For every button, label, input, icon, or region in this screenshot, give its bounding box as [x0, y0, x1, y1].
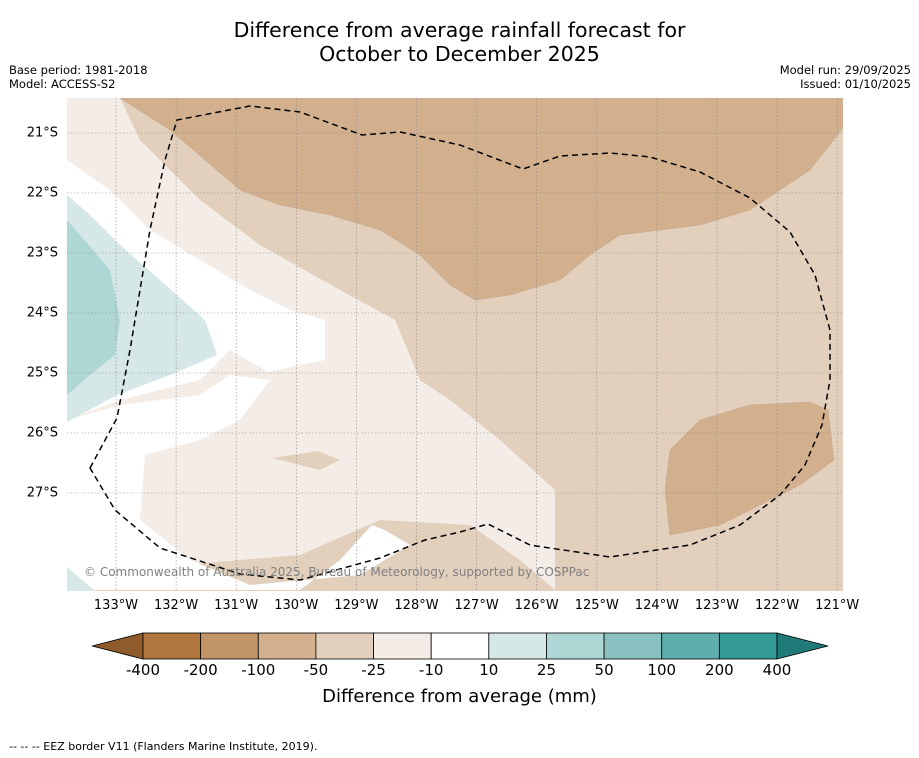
- latitude-label: 21°S: [26, 125, 58, 141]
- longitude-label: 131°W: [214, 598, 259, 613]
- latitude-label: 27°S: [26, 485, 58, 501]
- region-minus50-to-minus100-east: [665, 402, 834, 535]
- colorbar-tick-label: 25: [536, 661, 556, 679]
- colorbar-label: Difference from average (mm): [322, 686, 597, 707]
- region-10-to-25-corner: [67, 567, 95, 591]
- longitude-label: 125°W: [574, 598, 619, 613]
- latitude-label: 26°S: [26, 425, 58, 441]
- region-25-to-50: [67, 220, 120, 395]
- eez-border: [89, 105, 831, 581]
- colorbar-arrow-low: [91, 632, 144, 660]
- graticule: [67, 98, 843, 591]
- colorbar-bin: [373, 632, 432, 660]
- region-small-patch: [272, 451, 340, 470]
- colorbar-bin: [603, 632, 663, 660]
- colorbar-bin: [142, 632, 202, 660]
- longitude-label: 123°W: [694, 598, 740, 613]
- base-period: Base period: 1981-2018: [9, 63, 148, 77]
- colorbar-tick-label: 400: [762, 661, 792, 679]
- longitude-label: 130°W: [274, 598, 319, 613]
- longitude-label: 133°W: [93, 598, 139, 613]
- colorbar-bin: [430, 632, 490, 660]
- colorbar-bin: [718, 632, 778, 660]
- model-run: Model run: 29/09/2025: [779, 63, 911, 77]
- footnote: -- -- -- EEZ border V11 (Flanders Marine…: [9, 740, 318, 753]
- colorbar-tick-label: -100: [241, 661, 276, 679]
- longitude-label: 127°W: [454, 598, 499, 613]
- latitude-label: 23°S: [26, 245, 58, 261]
- copyright-text: © Commonwealth of Australia 2025, Bureau…: [84, 565, 590, 579]
- colorbar-tick-label: -200: [183, 661, 218, 679]
- region-minus50-to-minus100-north: [120, 98, 843, 300]
- latitude-label: 22°S: [26, 185, 58, 201]
- colorbar-bin: [661, 632, 720, 660]
- colorbar-bin: [257, 632, 317, 660]
- longitude-label: 132°W: [154, 598, 199, 613]
- colorbar-tick-label: -50: [303, 661, 329, 679]
- meta-right: Model run: 29/09/2025 Issued: 01/10/2025: [780, 63, 911, 91]
- region-near-normal-south: [67, 375, 410, 590]
- latitude-label: 24°S: [26, 305, 58, 321]
- longitude-label: 126°W: [514, 598, 559, 613]
- longitude-label: 122°W: [755, 598, 800, 613]
- colorbar-bin: [315, 632, 374, 660]
- region-10-to-25: [67, 195, 217, 422]
- colorbar: [91, 632, 829, 660]
- map-area: [67, 98, 843, 591]
- chart-title: Difference from average rainfall forecas…: [0, 18, 919, 66]
- issued-date: Issued: 01/10/2025: [800, 77, 911, 91]
- title-line-2: October to December 2025: [319, 42, 600, 66]
- title-line-1: Difference from average rainfall forecas…: [233, 18, 686, 42]
- colorbar-arrow-high: [776, 632, 829, 660]
- model-name: Model: ACCESS-S2: [9, 77, 116, 91]
- colorbar-tick-label: -10: [418, 661, 444, 679]
- longitude-label: 124°W: [634, 598, 679, 613]
- longitude-label: 128°W: [394, 598, 439, 613]
- colorbar-tick-label: 200: [705, 661, 734, 679]
- colorbar-tick-label: 10: [479, 661, 499, 679]
- colorbar-bin: [488, 632, 547, 660]
- colorbar-tick-label: -400: [125, 661, 161, 679]
- colorbar-bin: [200, 632, 259, 660]
- longitude-label: 121°W: [815, 598, 860, 613]
- latitude-label: 25°S: [26, 365, 58, 381]
- colorbar-bin: [546, 632, 605, 660]
- colorbar-tick-label: 100: [647, 661, 677, 679]
- longitude-label: 129°W: [334, 598, 379, 613]
- colorbar-tick-label: 50: [594, 661, 614, 679]
- meta-left: Base period: 1981-2018 Model: ACCESS-S2: [9, 63, 148, 91]
- colorbar-tick-label: -25: [361, 661, 386, 679]
